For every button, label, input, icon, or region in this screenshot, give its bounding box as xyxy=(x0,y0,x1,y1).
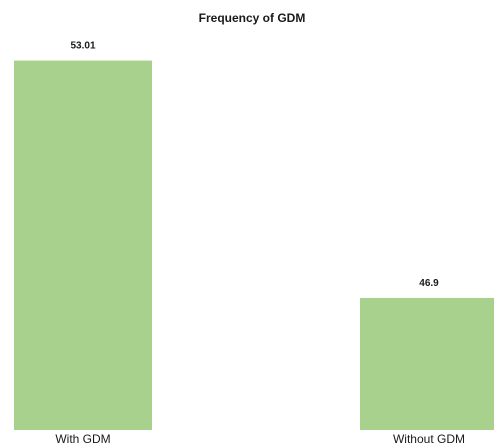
bars-layer xyxy=(14,60,494,430)
data-label-0: 53.01 xyxy=(70,41,95,52)
chart-title: Frequency of GDM xyxy=(199,11,306,25)
x-axis-tick-labels: With GDM Without GDM xyxy=(55,432,465,446)
x-tick-label-0: With GDM xyxy=(55,432,110,446)
bar-1 xyxy=(360,297,494,430)
data-labels-layer: 53.01 46.9 xyxy=(70,41,439,289)
x-tick-label-1: Without GDM xyxy=(393,432,465,446)
data-label-1: 46.9 xyxy=(419,278,439,289)
bar-0 xyxy=(14,60,152,430)
